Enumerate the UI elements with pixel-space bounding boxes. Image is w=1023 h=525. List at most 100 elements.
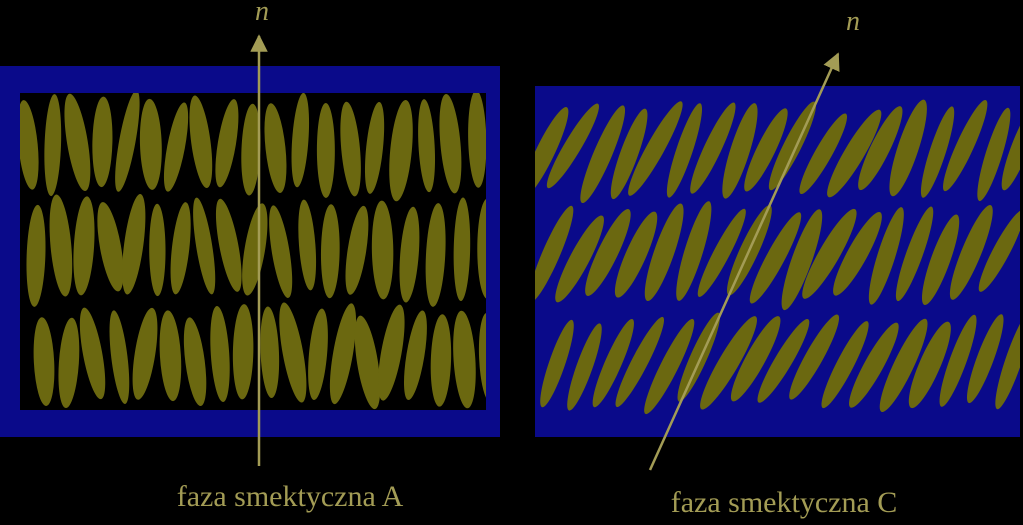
molecule xyxy=(269,205,293,298)
molecules-a xyxy=(20,93,486,410)
molecule xyxy=(615,316,665,407)
molecule xyxy=(722,103,758,199)
molecule xyxy=(159,310,182,402)
molecule xyxy=(540,319,574,408)
molecule xyxy=(858,106,903,191)
molecule xyxy=(163,102,189,192)
molecule xyxy=(889,99,927,197)
molecule xyxy=(320,204,340,299)
molecule xyxy=(132,307,158,400)
molecule xyxy=(690,102,736,194)
molecule xyxy=(403,310,427,400)
molecule xyxy=(676,201,712,301)
molecule xyxy=(730,316,781,402)
molecule xyxy=(210,306,230,402)
molecule xyxy=(644,203,684,302)
molecule xyxy=(453,310,476,409)
molecule xyxy=(139,98,162,190)
molecule xyxy=(697,208,746,297)
molecule xyxy=(109,310,130,404)
molecule xyxy=(920,106,955,198)
molecule xyxy=(677,312,720,402)
molecule xyxy=(799,113,848,195)
molecule xyxy=(149,203,166,297)
molecule xyxy=(122,194,146,295)
molecule xyxy=(389,99,413,202)
molecule xyxy=(1001,102,1020,191)
molecule xyxy=(535,205,574,303)
molecules-c xyxy=(535,99,1020,415)
molecule xyxy=(115,93,140,192)
molecule xyxy=(345,205,369,295)
molecule xyxy=(477,198,486,299)
molecule xyxy=(453,197,471,302)
molecule xyxy=(79,307,106,400)
molecule xyxy=(757,318,810,403)
molecule xyxy=(921,214,960,306)
molecule xyxy=(308,308,328,401)
molecule xyxy=(567,323,602,411)
caption: faza smektyczna C xyxy=(671,486,898,519)
molecule xyxy=(439,94,462,194)
molecule xyxy=(44,94,62,197)
molecule xyxy=(908,321,951,409)
molecule xyxy=(371,200,394,300)
molecule xyxy=(895,206,934,302)
molecule xyxy=(425,203,446,307)
molecule xyxy=(789,314,840,400)
molecule xyxy=(610,108,648,200)
molecule xyxy=(189,95,213,189)
molecule xyxy=(468,93,486,188)
molecule xyxy=(399,206,420,303)
molecule xyxy=(614,211,658,298)
molecule xyxy=(20,100,39,190)
molecule xyxy=(264,103,287,193)
molecule xyxy=(378,304,405,401)
molecule xyxy=(298,199,317,291)
molecule xyxy=(430,314,452,407)
molecule xyxy=(939,314,977,407)
molecule xyxy=(666,103,703,198)
director-arrow-c xyxy=(648,52,840,471)
molecule xyxy=(827,109,882,198)
molecule xyxy=(868,207,904,305)
molecule xyxy=(64,93,91,192)
axis-label: n xyxy=(255,0,269,27)
molecule xyxy=(364,101,385,194)
molecule xyxy=(291,93,310,188)
molecule xyxy=(354,315,381,410)
molecule xyxy=(241,103,261,196)
molecule xyxy=(97,202,124,292)
molecule xyxy=(781,209,823,311)
molecule xyxy=(700,316,757,410)
molecule xyxy=(260,306,280,399)
molecule xyxy=(183,317,207,407)
molecule xyxy=(943,99,988,192)
molecule xyxy=(418,99,436,193)
molecule xyxy=(949,205,993,300)
molecule xyxy=(580,105,626,204)
molecule xyxy=(49,194,73,297)
molecule xyxy=(535,107,569,198)
molecule xyxy=(833,212,882,296)
axis-label: n xyxy=(846,6,860,37)
molecule xyxy=(802,208,857,299)
molecule xyxy=(33,317,55,406)
molecule xyxy=(995,311,1020,410)
caption: faza smektyczna A xyxy=(177,480,404,513)
molecule xyxy=(215,198,242,292)
molecule xyxy=(92,96,113,188)
molecule xyxy=(628,101,683,196)
molecule xyxy=(478,312,486,403)
molecule xyxy=(749,212,802,304)
molecule xyxy=(744,108,788,192)
molecule xyxy=(849,322,899,408)
molecule xyxy=(242,203,268,296)
molecule xyxy=(978,210,1020,292)
molecule xyxy=(316,102,335,198)
molecule xyxy=(585,209,631,296)
molecule xyxy=(232,304,254,400)
molecule xyxy=(555,215,604,303)
